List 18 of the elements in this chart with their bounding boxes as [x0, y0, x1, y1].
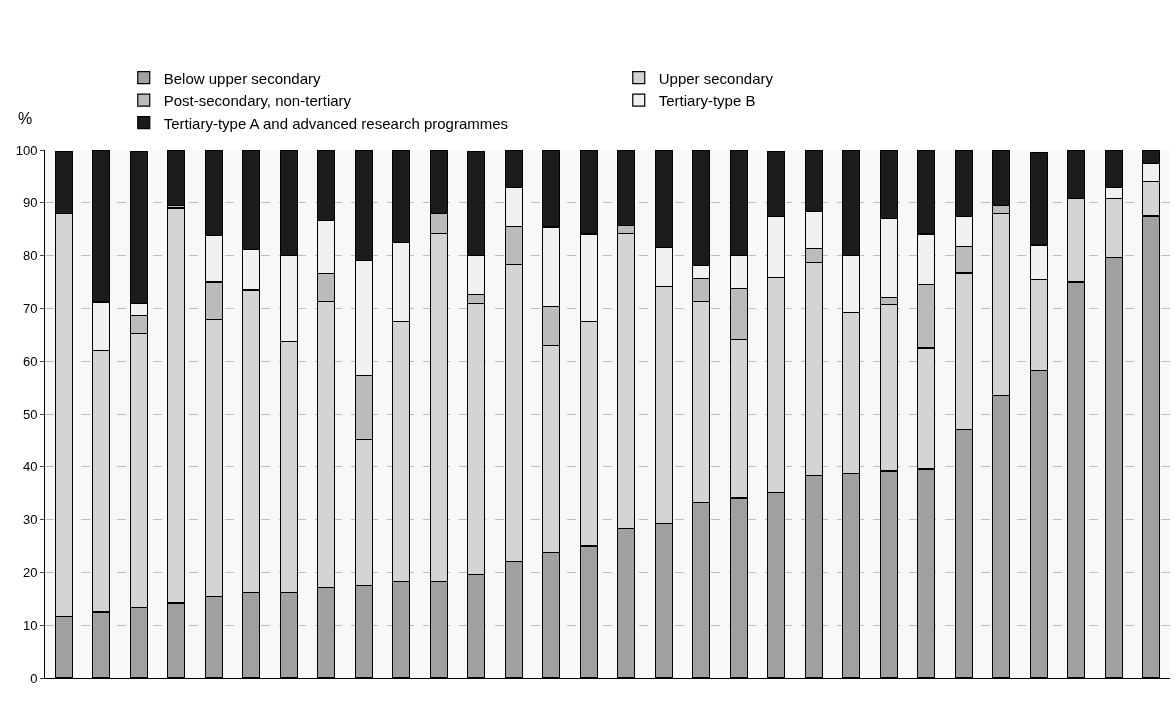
legend-label: Upper secondary — [658, 69, 774, 87]
y-tick-label: 30 — [22, 512, 38, 528]
legend-label: Post-secondary, non-tertiary — [163, 92, 352, 110]
y-tick-label: 10 — [22, 617, 38, 633]
y-tick-label: 60 — [22, 353, 38, 369]
y-tick-label: 100 — [15, 142, 38, 158]
y-tick-label: 50 — [22, 406, 38, 422]
bar — [167, 150, 186, 207]
y-tick-label: 70 — [22, 300, 38, 316]
y-tick-label: 40 — [22, 459, 38, 475]
y-tick-label: 80 — [22, 248, 38, 264]
y-tick-label: 90 — [22, 195, 38, 211]
legend-label: Tertiary-type B — [658, 92, 756, 110]
y-axis-title: % — [18, 110, 33, 127]
y-tick-label: 0 — [30, 670, 38, 686]
legend-label: Below upper secondary — [163, 69, 322, 87]
legend-label: Tertiary-type A and advanced research programmes — [163, 114, 509, 132]
y-tick-label: 20 — [22, 564, 38, 580]
